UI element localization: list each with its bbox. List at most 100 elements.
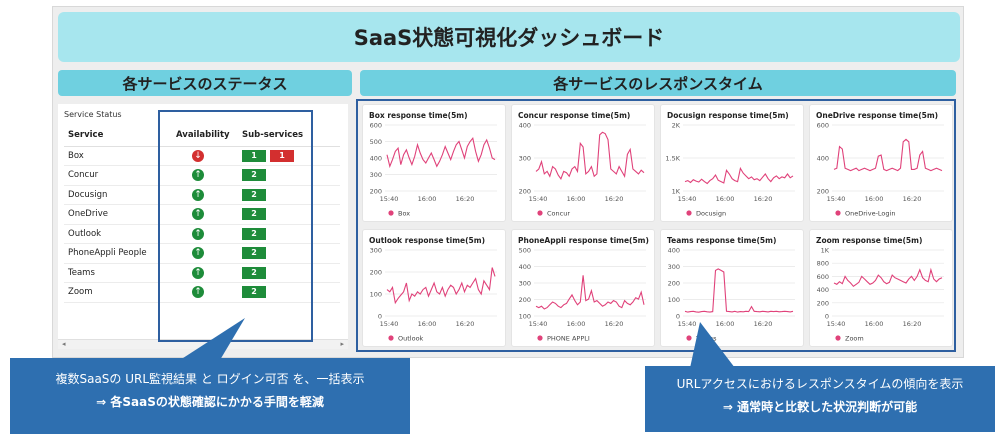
chart-title: OneDrive response time(5m) (816, 111, 939, 120)
availability-cell: ↑ (172, 243, 238, 264)
series-line[interactable] (386, 267, 496, 305)
table-row[interactable]: PhoneAppli People ↑ 2 (64, 243, 340, 264)
x-tick-label: 16:00 (418, 320, 437, 328)
chart-svg: 1K 800 600 400 200 015:40 16:00 16:20 Zoom (817, 247, 944, 343)
subservices-cell: 2 (238, 204, 340, 225)
availability-cell: ↑ (172, 224, 238, 244)
y-tick-label: 300 (668, 263, 680, 271)
page-title-bar: SaaS状態可視化ダッシュボード (58, 12, 960, 62)
y-tick-label: 300 (370, 171, 382, 179)
x-tick-label: 16:00 (716, 320, 735, 328)
callout-right-line1: URLアクセスにおけるレスポンスタイムの傾向を表示 (676, 377, 964, 391)
y-tick-label: 400 (817, 155, 829, 163)
x-tick-label: 16:20 (903, 195, 922, 203)
column-header-service[interactable]: Service (64, 124, 172, 147)
scroll-right-arrow[interactable]: ▸ (340, 340, 344, 348)
service-name[interactable]: Outlook (64, 224, 172, 244)
table-row[interactable]: OneDrive ↑ 2 (64, 204, 340, 225)
subservice-ok-badge[interactable]: 2 (242, 188, 266, 201)
status-section-title: 各サービスのステータス (122, 74, 288, 93)
chart-card[interactable]: Docusign response time(5m) 2K 1.5K 1K 15:40 1… (660, 104, 804, 222)
table-row[interactable]: Zoom ↑ 2 (64, 282, 340, 303)
table-header-row: Service Availability Sub-services (64, 124, 340, 147)
subservice-ng-badge[interactable]: 1 (270, 149, 294, 162)
series-line[interactable] (684, 166, 794, 185)
callout-right-pointer (690, 322, 735, 368)
column-header-availability[interactable]: Availability (172, 124, 238, 147)
table-row[interactable]: Docusign ↑ 2 (64, 185, 340, 205)
subservice-ok-badge[interactable]: 2 (242, 169, 266, 182)
chart-svg: 300 200 100 015:40 16:00 16:20 Outlook (370, 247, 497, 343)
y-tick-label: 200 (519, 188, 531, 196)
arrow-up-icon: ↑ (192, 266, 204, 279)
x-tick-label: 16:00 (865, 320, 884, 328)
x-tick-label: 16:20 (605, 320, 624, 328)
chart-card[interactable]: Outlook response time(5m) 300 200 100 0 15:40… (362, 229, 506, 347)
series-line[interactable] (684, 268, 794, 313)
legend-label[interactable]: Box (398, 210, 410, 218)
availability-cell: ↓ (172, 146, 238, 166)
subservices-cell: 2 (238, 224, 340, 244)
subservice-ok-badge[interactable]: 2 (242, 227, 266, 240)
callout-left-line2: ⇒ 各SaaSの状態確認にかかる手間を軽減 (96, 395, 324, 409)
chart-card[interactable]: Concur response time(5m) 400 300 200 15:40 16… (511, 104, 655, 222)
y-tick-label: 400 (817, 286, 829, 294)
horizontal-scrollbar[interactable]: ◂ ▸ (58, 339, 348, 349)
service-status-panel: Service Status Service Availability Sub-… (58, 104, 348, 349)
x-tick-label: 16:20 (456, 195, 475, 203)
legend-marker (835, 335, 841, 341)
legend-label[interactable]: Concur (547, 210, 570, 218)
status-highlight-box (158, 110, 313, 342)
y-tick-label: 600 (817, 122, 829, 130)
chart-card[interactable]: Teams response time(5m) 400 300 200 100 0 15:4… (660, 229, 804, 347)
y-tick-label: 0 (378, 313, 382, 321)
legend-label[interactable]: OneDrive-Login (845, 210, 895, 218)
x-tick-label: 16:00 (716, 195, 735, 203)
service-name[interactable]: Teams (64, 263, 172, 283)
chart-title: Zoom response time(5m) (816, 236, 923, 245)
service-name[interactable]: Concur (64, 165, 172, 186)
x-tick-label: 16:20 (754, 195, 773, 203)
legend-label[interactable]: Docusign (696, 210, 726, 218)
service-name[interactable]: OneDrive (64, 204, 172, 225)
chart-title: Teams response time(5m) (667, 236, 777, 245)
chart-card[interactable]: Box response time(5m) 600 500 400 300 200 15:4… (362, 104, 506, 222)
table-row[interactable]: Outlook ↑ 2 (64, 224, 340, 244)
y-tick-label: 0 (825, 313, 829, 321)
chart-card[interactable]: OneDrive response time(5m) 600 400 200 15:40… (809, 104, 953, 222)
subservice-ok-badge[interactable]: 2 (242, 208, 266, 221)
response-section-title: 各サービスのレスポンスタイム (553, 74, 763, 93)
subservice-ok-badge[interactable]: 2 (242, 266, 266, 279)
chart-card[interactable]: Zoom response time(5m) 1K 800 600 400 200 0 15:… (809, 229, 953, 347)
legend-label[interactable]: Outlook (398, 335, 424, 343)
callout-left: 複数SaaSの URL監視結果 と ログイン可否 を、一括表示 ⇒ 各SaaSの… (10, 358, 410, 434)
service-name[interactable]: PhoneAppli People (64, 243, 172, 264)
availability-cell: ↑ (172, 185, 238, 205)
scroll-left-arrow[interactable]: ◂ (62, 340, 66, 348)
column-header-subservices[interactable]: Sub-services (238, 124, 340, 147)
y-tick-label: 200 (370, 188, 382, 196)
legend-marker (388, 335, 394, 341)
table-row[interactable]: Concur ↑ 2 (64, 165, 340, 186)
table-row[interactable]: Teams ↑ 2 (64, 263, 340, 283)
series-line[interactable] (833, 138, 943, 172)
chart-title: Concur response time(5m) (518, 111, 631, 120)
x-tick-label: 16:00 (865, 195, 884, 203)
y-tick-label: 500 (519, 247, 531, 255)
series-line[interactable] (833, 267, 943, 288)
legend-label[interactable]: Zoom (845, 335, 864, 343)
subservice-ok-badge[interactable]: 2 (242, 247, 266, 260)
series-line[interactable] (535, 131, 645, 180)
service-name[interactable]: Zoom (64, 282, 172, 303)
table-row[interactable]: Box ↓ 1 1 (64, 146, 340, 166)
arrow-down-icon: ↓ (192, 149, 204, 162)
subservice-ok-badge[interactable]: 1 (242, 149, 266, 162)
chart-card[interactable]: PhoneAppli response time(5m) 500 400 300 200… (511, 229, 655, 347)
series-line[interactable] (386, 136, 496, 169)
legend-label[interactable]: PHONE APPLI (547, 335, 590, 343)
service-name[interactable]: Docusign (64, 185, 172, 205)
service-name[interactable]: Box (64, 146, 172, 166)
subservice-ok-badge[interactable]: 2 (242, 286, 266, 299)
series-line[interactable] (535, 275, 645, 310)
